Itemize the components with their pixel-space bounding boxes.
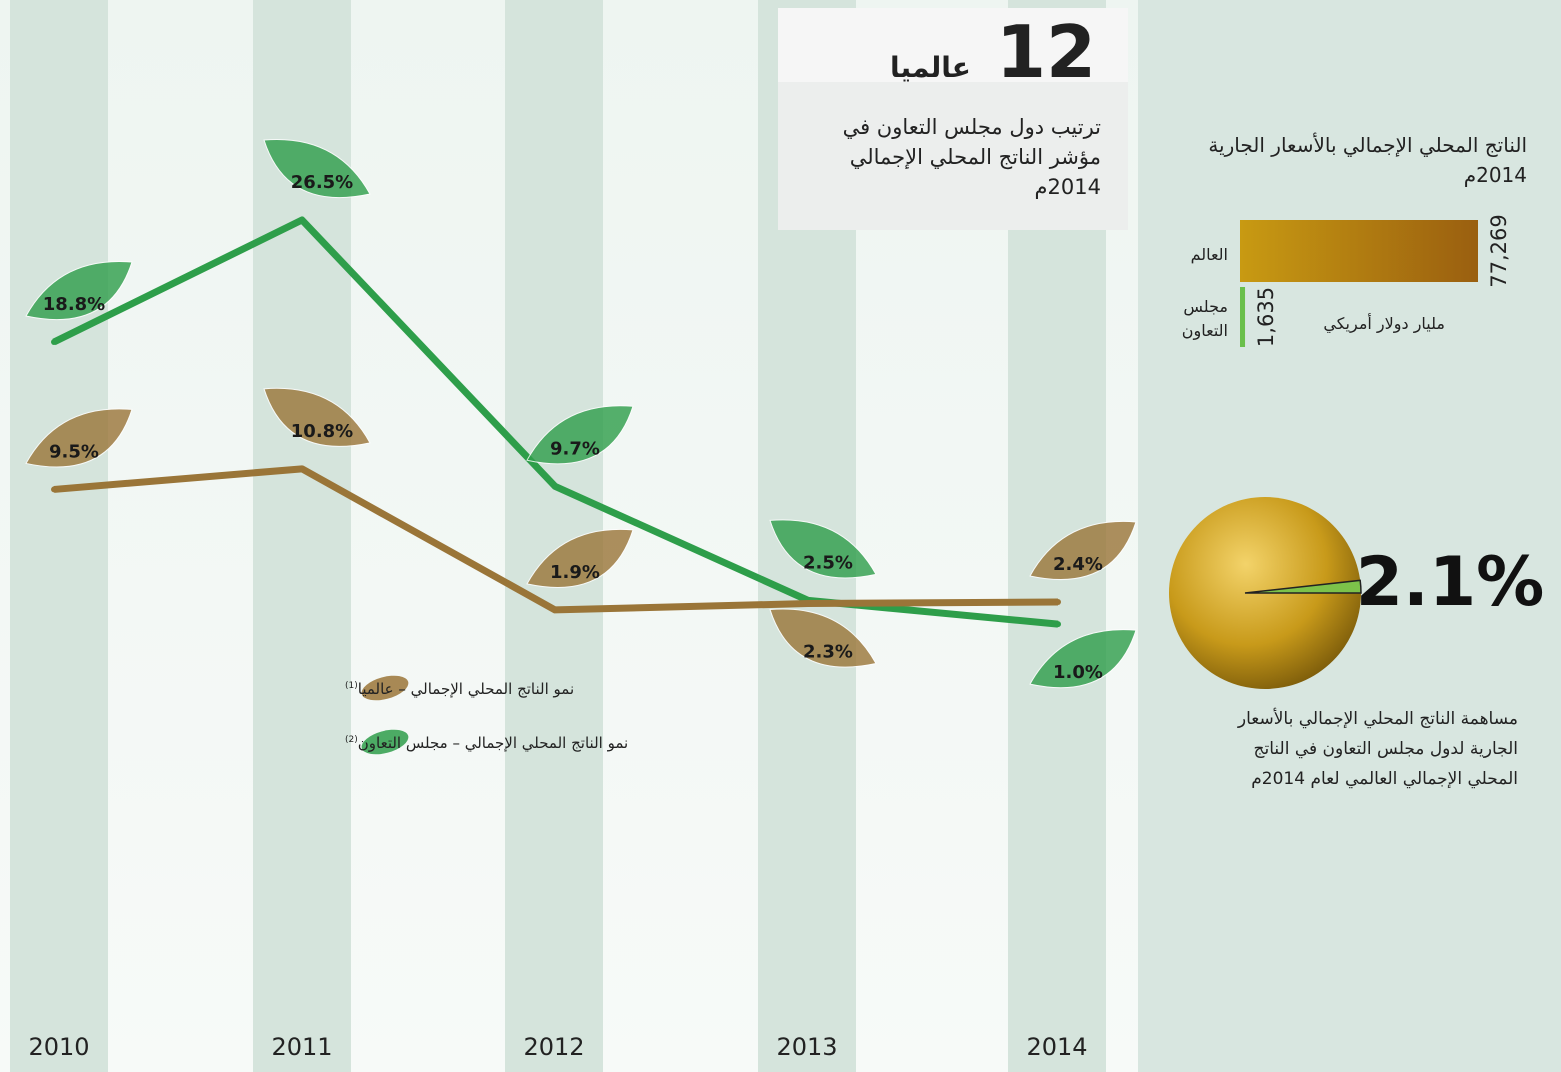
leaf	[1029, 520, 1137, 580]
x-tick-label: 2011	[271, 1033, 332, 1061]
text-line: مساهمة الناتج المحلي الإجمالي بالأسعار	[1237, 709, 1518, 729]
leaf	[1029, 629, 1137, 689]
point	[51, 339, 57, 346]
text-line: 2014م	[1463, 163, 1527, 187]
bar	[1240, 220, 1478, 282]
bar-title: الناتج المحلي الإجمالي بالأسعار الجارية 2…	[1208, 130, 1527, 190]
x-tick-label: 2010	[28, 1033, 89, 1061]
point	[299, 465, 305, 472]
point	[51, 486, 57, 493]
unit-label: مليار دولار أمريكي	[1323, 314, 1445, 333]
category-label: العالم	[1190, 245, 1228, 264]
rank-row: 12 عالميا	[890, 10, 1096, 94]
legend-name: نمو الناتج المحلي الإجمالي – مجلس التعاو…	[358, 734, 628, 753]
leaf	[769, 519, 877, 579]
value-label: 77,269	[1487, 214, 1511, 287]
value-label: 1,635	[1254, 287, 1278, 347]
leaf	[263, 138, 371, 199]
legend-note: (2)	[345, 735, 358, 745]
data-label: 10.8%	[291, 421, 353, 442]
pie-slice	[1244, 579, 1362, 594]
category-label: مجلس التعاون	[1181, 297, 1228, 340]
x-tick-label: 2012	[523, 1033, 584, 1061]
text-line: مؤشر الناتج المحلي الإجمالي	[849, 145, 1101, 169]
ranking-caption: ترتيب دول مجلس التعاون في مؤشر الناتج الم…	[843, 112, 1101, 202]
ranking-header	[778, 8, 1128, 82]
leaf	[526, 405, 634, 465]
text-line: الجارية لدول مجلس التعاون في الناتج	[1253, 739, 1519, 759]
text-line: ترتيب دول مجلس التعاون في	[842, 115, 1101, 139]
data-label: 1.9%	[550, 562, 600, 583]
bar	[1240, 287, 1246, 347]
data-label: 9.7%	[550, 438, 600, 459]
leaf	[526, 528, 634, 588]
legend-leaf	[361, 675, 409, 701]
text-line: المحلي الإجمالي العالمي لعام 2014م	[1251, 769, 1518, 789]
text-line: 2014م	[1034, 175, 1101, 199]
point	[552, 606, 558, 613]
data-label: 1.0%	[1053, 662, 1103, 683]
leaf	[25, 408, 133, 468]
rank-label: عالميا	[890, 51, 971, 84]
legend-name: نمو الناتج المحلي الإجمالي – عالميا	[358, 680, 574, 699]
point	[552, 483, 558, 490]
legend-label: نمو الناتج المحلي الإجمالي – مجلس التعاو…	[345, 734, 628, 753]
leaf	[263, 387, 371, 447]
point	[1055, 598, 1061, 605]
leaf	[769, 608, 877, 668]
point	[1055, 621, 1061, 628]
legend-label: نمو الناتج المحلي الإجمالي – عالميا(1)	[345, 680, 574, 699]
year-band	[10, 0, 108, 1072]
data-label: 2.4%	[1053, 554, 1103, 575]
legend-leaf	[361, 729, 409, 755]
x-tick-label: 2013	[776, 1033, 837, 1061]
point	[299, 217, 305, 223]
legend-note: (1)	[345, 681, 358, 691]
pie-label: 2.1%	[1356, 543, 1545, 622]
data-label: 2.5%	[803, 552, 853, 573]
rank: 12	[995, 10, 1097, 94]
point	[805, 600, 811, 607]
data-label: 2.3%	[803, 642, 853, 663]
data-label: 26.5%	[291, 172, 353, 193]
x-tick-label: 2014	[1026, 1033, 1087, 1061]
data-label: 18.8%	[43, 294, 105, 315]
data-label: 9.5%	[49, 441, 99, 462]
pie-caption: مساهمة الناتج المحلي الإجمالي بالأسعار ال…	[1238, 704, 1518, 794]
text-line: الناتج المحلي الإجمالي بالأسعار الجارية	[1208, 133, 1527, 157]
leaf	[25, 260, 133, 321]
